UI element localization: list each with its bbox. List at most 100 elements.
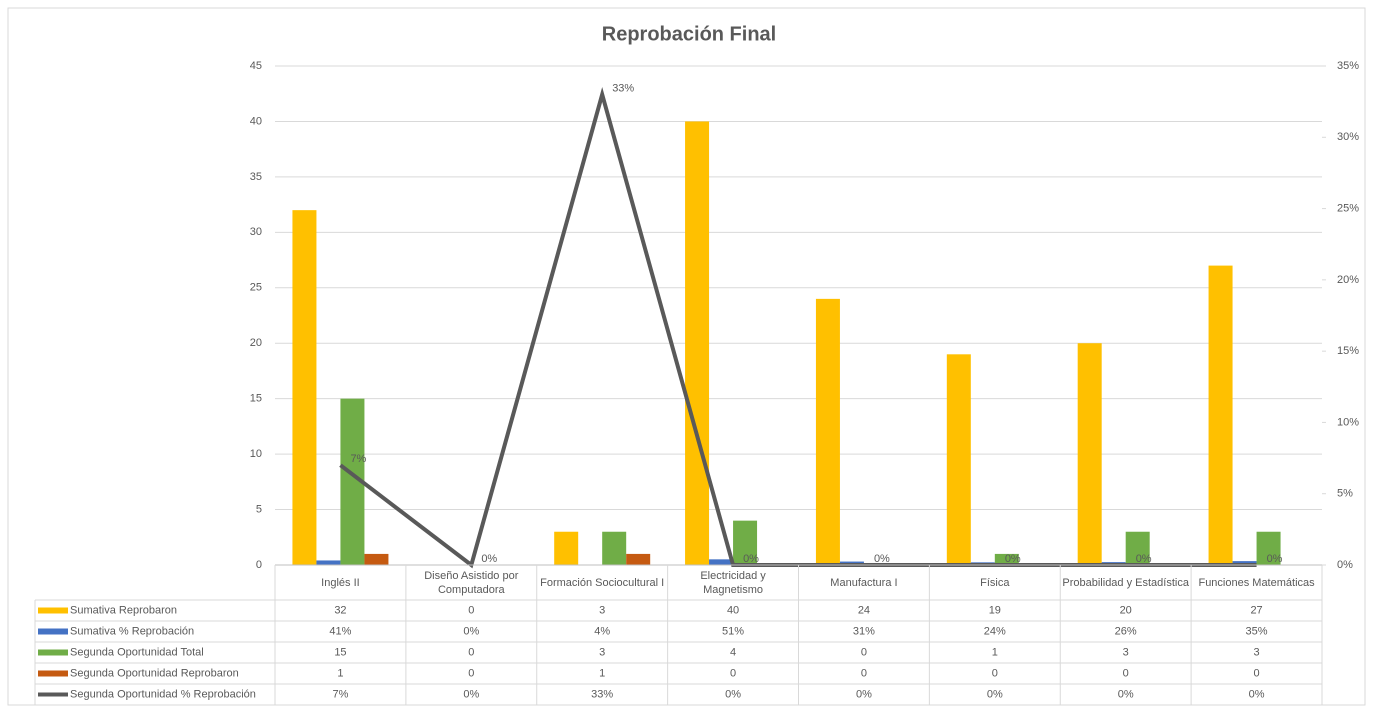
bar	[994, 553, 1019, 565]
bar	[316, 560, 341, 565]
bar	[1256, 531, 1281, 565]
legend-label: Segunda Oportunidad % Reprobación	[70, 688, 256, 700]
table-cell: 0	[861, 667, 867, 679]
y-tick-label: 40	[250, 115, 262, 127]
legend-swatch	[38, 607, 68, 614]
table-cell: 15	[334, 646, 346, 658]
x-tick-label: Probabilidad y Estadística	[1062, 576, 1189, 589]
table-cell: 0%	[1249, 688, 1265, 700]
x-tick-label: Manufactura I	[830, 576, 898, 589]
table-cell: 0	[730, 667, 736, 679]
table-cell: 1	[992, 646, 998, 658]
table-cell: 3	[1123, 646, 1129, 658]
bar	[1208, 265, 1233, 565]
chart-title: Reprobación Final	[602, 23, 776, 45]
table-cell: 0	[992, 667, 998, 679]
y-tick-label: 35	[250, 171, 262, 183]
bar	[602, 531, 627, 565]
x-tick-label: Electricidad y Magnetismo	[700, 569, 766, 596]
y-tick-label: 15	[250, 393, 262, 405]
x-tick-label: Inglés II	[321, 576, 360, 589]
data-label: 0%	[743, 553, 759, 565]
y2-tick-label: 5%	[1337, 488, 1353, 500]
y-tick-label: 0	[256, 559, 262, 571]
x-category: Formación Sociocultural I	[540, 577, 664, 589]
bar	[554, 531, 579, 565]
y-tick-label: 10	[250, 448, 262, 460]
bar	[364, 553, 389, 565]
table-cell: 4%	[594, 625, 610, 637]
x-category: Diseño Asistido por Computadora	[424, 569, 519, 596]
table-cell: 41%	[329, 625, 351, 637]
bar	[292, 210, 317, 565]
bar	[1077, 343, 1102, 565]
y2-tick-label: 0%	[1337, 559, 1353, 571]
y2-tick-label: 30%	[1337, 131, 1359, 143]
legend-label: Segunda Oportunidad Total	[70, 646, 204, 658]
x-category: Física	[980, 576, 1010, 589]
table-cell: 0%	[1118, 688, 1134, 700]
x-category: Probabilidad y Estadística	[1062, 576, 1189, 589]
table-cell: 33%	[591, 688, 613, 700]
data-label: 0%	[1005, 553, 1021, 565]
data-label: 0%	[1136, 553, 1152, 565]
table-cell: 0	[468, 667, 474, 679]
y2-tick-label: 25%	[1337, 202, 1359, 214]
table-cell: 31%	[853, 625, 875, 637]
y-tick-label: 5	[256, 503, 262, 515]
table-cell: 7%	[332, 688, 348, 700]
y-tick-label: 45	[250, 60, 262, 72]
x-category: Funciones Matemáticas	[1198, 576, 1315, 589]
y-tick-label: 30	[250, 226, 262, 238]
data-label: 0%	[481, 553, 497, 565]
legend-swatch	[38, 628, 68, 635]
y-tick-label: 20	[250, 337, 262, 349]
data-label: 7%	[350, 453, 366, 465]
x-tick-label: Funciones Matemáticas	[1198, 576, 1315, 589]
bar	[733, 520, 758, 565]
table-cell: 35%	[1246, 625, 1268, 637]
table-cell: 40	[727, 604, 739, 616]
y2-tick-label: 35%	[1337, 60, 1359, 72]
table-cell: 3	[599, 604, 605, 616]
table-cell: 51%	[722, 625, 744, 637]
table-cell: 4	[730, 646, 736, 658]
table-cell: 1	[337, 667, 343, 679]
table-cell: 0%	[856, 688, 872, 700]
bar	[815, 298, 840, 565]
legend-swatch	[38, 670, 68, 677]
table-cell: 19	[989, 604, 1001, 616]
table-cell: 0	[468, 604, 474, 616]
table-cell: 3	[599, 646, 605, 658]
table-cell: 0	[1123, 667, 1129, 679]
legend-swatch	[38, 649, 68, 656]
table-cell: 20	[1120, 604, 1132, 616]
x-category: Manufactura I	[830, 576, 898, 589]
table-cell: 1	[599, 667, 605, 679]
bar	[626, 553, 651, 565]
table-cell: 24	[858, 604, 870, 616]
bar	[685, 121, 710, 565]
table-cell: 0%	[463, 625, 479, 637]
table-cell: 0	[861, 646, 867, 658]
data-label: 33%	[612, 82, 634, 94]
x-tick-label: Diseño Asistido por Computadora	[424, 569, 519, 596]
table-cell: 26%	[1115, 625, 1137, 637]
y2-tick-label: 10%	[1337, 416, 1359, 428]
legend-label: Sumativa Reprobaron	[70, 604, 177, 616]
table-cell: 32	[334, 604, 346, 616]
x-tick-label: Física	[980, 576, 1010, 589]
y2-tick-label: 15%	[1337, 345, 1359, 357]
x-category: Inglés II	[321, 576, 360, 589]
table-cell: 0%	[987, 688, 1003, 700]
bar	[709, 559, 734, 565]
table-cell: 3	[1254, 646, 1260, 658]
bar	[946, 354, 971, 565]
table-cell: 0%	[725, 688, 741, 700]
table-cell: 0%	[463, 688, 479, 700]
y-tick-label: 25	[250, 282, 262, 294]
table-cell: 27	[1250, 604, 1262, 616]
x-category: Electricidad y Magnetismo	[700, 569, 766, 596]
y2-tick-label: 20%	[1337, 274, 1359, 286]
